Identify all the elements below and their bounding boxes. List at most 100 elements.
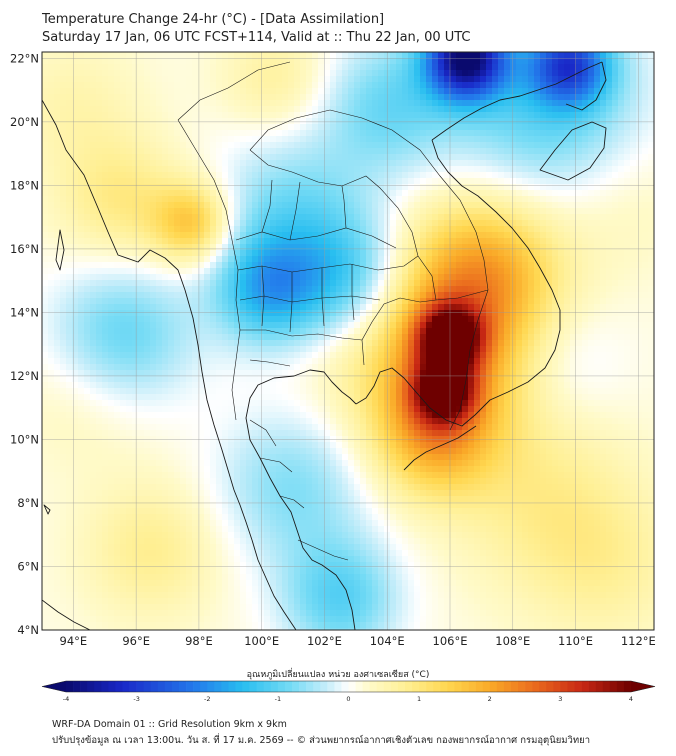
field-cell [138,280,145,287]
field-cell [114,292,121,299]
field-cell [222,274,229,281]
field-cell [372,130,379,137]
field-cell [528,142,535,149]
field-cell [282,184,289,191]
field-cell [456,286,463,293]
field-cell [270,280,277,287]
field-cell [126,172,133,179]
field-cell [318,196,325,203]
field-cell [558,88,565,95]
field-cell [204,154,211,161]
field-cell [300,196,307,203]
field-cell [228,112,235,119]
field-cell [468,304,475,311]
field-cell [396,220,403,227]
field-cell [288,268,295,275]
field-cell [198,82,205,89]
field-cell [378,106,385,113]
field-cell [498,274,505,281]
field-cell [438,232,445,239]
field-cell [72,286,79,293]
field-cell [504,208,511,215]
field-cell [318,130,325,137]
field-cell [60,328,67,335]
field-cell [294,124,301,131]
field-cell [546,274,553,281]
field-cell [78,310,85,317]
field-cell [306,166,313,173]
field-cell [216,160,223,167]
field-cell [420,262,427,269]
field-cell [258,340,265,347]
field-cell [648,298,654,305]
field-cell [516,160,523,167]
field-cell [534,292,541,299]
field-cell [366,76,373,83]
field-cell [240,232,247,239]
field-cell [330,274,337,281]
field-cell [132,202,139,209]
field-cell [420,256,427,263]
field-cell [546,340,553,347]
field-cell [114,184,121,191]
field-cell [90,172,97,179]
field-cell [408,316,415,323]
field-cell [42,340,49,347]
field-cell [456,328,463,335]
field-cell [186,280,193,287]
field-cell [216,88,223,95]
field-cell [558,250,565,257]
field-cell [648,154,654,161]
field-cell [642,328,649,335]
field-cell [330,286,337,293]
field-cell [138,250,145,257]
field-cell [270,322,277,329]
field-cell [276,64,283,71]
field-cell [48,94,55,101]
field-cell [54,76,61,83]
field-cell [426,328,433,335]
field-cell [372,136,379,143]
field-cell [420,208,427,215]
field-cell [120,286,127,293]
field-cell [276,244,283,251]
field-cell [204,226,211,233]
field-cell [108,100,115,107]
field-cell [588,304,595,311]
field-cell [66,262,73,269]
field-cell [348,226,355,233]
field-cell [414,52,421,59]
field-cell [102,274,109,281]
field-cell [624,274,631,281]
field-cell [72,130,79,137]
field-cell [324,316,331,323]
field-cell [498,112,505,119]
field-cell [258,280,265,287]
field-cell [522,136,529,143]
field-cell [420,178,427,185]
field-cell [108,166,115,173]
field-cell [606,58,613,65]
field-cell [252,88,259,95]
field-cell [612,100,619,107]
field-cell [120,136,127,143]
field-cell [108,88,115,95]
field-cell [120,334,127,341]
field-cell [606,244,613,251]
field-cell [318,322,325,329]
field-cell [120,52,127,59]
field-cell [204,328,211,335]
field-cell [570,238,577,245]
field-cell [648,160,654,167]
field-cell [72,148,79,155]
field-cell [270,64,277,71]
field-cell [600,238,607,245]
field-cell [330,340,337,347]
field-cell [90,304,97,311]
field-cell [336,310,343,317]
field-cell [312,172,319,179]
field-cell [324,118,331,125]
field-cell [414,202,421,209]
field-cell [114,268,121,275]
field-cell [402,244,409,251]
